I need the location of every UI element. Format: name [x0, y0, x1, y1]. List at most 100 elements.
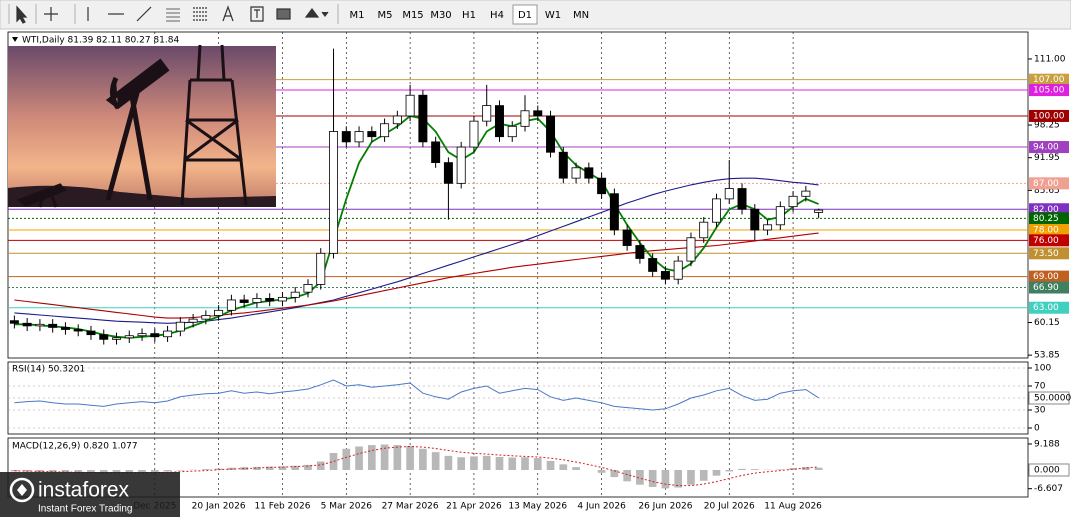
candle-body: [151, 334, 159, 337]
candle-body: [240, 300, 248, 303]
candle-body: [700, 222, 708, 238]
candle-body: [23, 323, 31, 326]
x-tick-label: 4 Jun 2026: [577, 502, 626, 512]
level-label: 66.90: [1033, 283, 1059, 293]
y-tick-label: 98.25: [1034, 121, 1060, 131]
candle-body: [649, 258, 657, 271]
level-label: 87.00: [1033, 179, 1059, 189]
macd-bar: [815, 468, 823, 470]
macd-bar: [330, 453, 338, 470]
timeframe-button[interactable]: M5: [378, 10, 393, 21]
candle-body: [100, 335, 108, 340]
y-tick-label: 70: [1034, 382, 1046, 392]
candle-body: [393, 116, 401, 124]
macd-bar: [547, 461, 555, 470]
macd-bar: [687, 470, 695, 485]
timeframe-button[interactable]: MN: [573, 10, 589, 21]
macd-bar: [11, 470, 19, 471]
macd-bar: [572, 467, 580, 470]
candle-body: [444, 163, 452, 184]
y-tick-label: -6.607: [1034, 484, 1063, 494]
macd-bar: [457, 457, 465, 470]
x-tick-label: 11 Aug 2026: [764, 502, 822, 512]
macd-bar: [725, 470, 733, 471]
level-label: 76.00: [1033, 236, 1059, 246]
macd-bar: [202, 469, 210, 470]
timeframe-button[interactable]: M1: [350, 10, 365, 21]
candle-body: [61, 327, 69, 329]
candle-body: [176, 322, 184, 331]
timeframe-button[interactable]: W1: [545, 10, 561, 21]
candle-body: [815, 210, 823, 212]
level-label: 105.00: [1033, 86, 1065, 96]
candle-body: [125, 336, 133, 338]
candle-body: [368, 132, 376, 137]
level-label: 73.50: [1033, 249, 1059, 259]
macd-bar: [751, 469, 759, 470]
candle-body: [598, 178, 606, 194]
candle-body: [87, 331, 95, 335]
macd-bar: [151, 470, 159, 472]
timeframe-button[interactable]: M30: [430, 10, 451, 21]
candle-body: [189, 319, 197, 322]
candle-body: [432, 142, 440, 163]
candle-body: [725, 189, 733, 199]
macd-bar: [368, 445, 376, 470]
candle-body: [674, 261, 682, 279]
candle-body: [546, 116, 554, 152]
y-tick-label: 60.15: [1034, 318, 1060, 328]
macd-bar: [662, 470, 670, 488]
level-label: 94.00: [1033, 143, 1059, 153]
candle-body: [317, 253, 325, 284]
candle-body: [10, 321, 18, 324]
candle-body: [49, 324, 57, 327]
timeframe-button[interactable]: H1: [462, 10, 476, 21]
y-tick-label: 111.00: [1034, 54, 1066, 64]
candle-body: [789, 196, 797, 206]
candle-body: [572, 168, 580, 178]
x-tick-label: 21 Apr 2026: [446, 502, 502, 512]
x-tick-label: 13 May 2026: [508, 502, 567, 512]
candle-body: [342, 132, 350, 142]
shapes-tool[interactable]: [277, 9, 290, 19]
y-tick-label: 91.95: [1034, 153, 1060, 163]
macd-bar: [521, 457, 529, 470]
candle-body: [521, 111, 529, 127]
candle-body: [457, 147, 465, 183]
y-tick-label: 100: [1034, 364, 1051, 374]
candle-body: [508, 126, 516, 136]
candle-body: [738, 189, 746, 210]
candle-body: [751, 209, 759, 230]
candle-body: [470, 121, 478, 147]
timeframe-button[interactable]: M15: [402, 10, 423, 21]
macd-bar: [496, 457, 504, 470]
candle-body: [483, 106, 491, 122]
y-tick-label: 30: [1034, 406, 1046, 416]
candle-body: [776, 207, 784, 225]
x-tick-label: 26 Jun 2026: [638, 502, 692, 512]
macd-bar: [674, 470, 682, 488]
macd-bar: [406, 446, 414, 470]
watermark-brand: instaforex: [38, 479, 130, 502]
watermark: instaforex Instant Forex Trading: [0, 472, 180, 517]
level-label: 78.00: [1033, 225, 1059, 235]
candle-body: [227, 300, 235, 310]
y-tick-label: 50.0000: [1034, 394, 1071, 404]
timeframe-button[interactable]: D1: [518, 10, 532, 21]
macd-bar: [394, 445, 402, 470]
candle-body: [278, 297, 286, 301]
candle-body: [559, 152, 567, 178]
level-label: 100.00: [1033, 111, 1065, 121]
candle-body: [266, 298, 274, 301]
macd-bar: [342, 449, 350, 470]
candle-body: [253, 298, 261, 302]
level-label: 63.00: [1033, 303, 1059, 313]
candle-body: [112, 338, 120, 340]
timeframe-button[interactable]: H4: [490, 10, 504, 21]
candle-body: [329, 132, 337, 254]
candle-body: [304, 284, 312, 292]
macd-bar: [559, 464, 567, 470]
candle-body: [495, 106, 503, 137]
candle-body: [802, 191, 810, 196]
